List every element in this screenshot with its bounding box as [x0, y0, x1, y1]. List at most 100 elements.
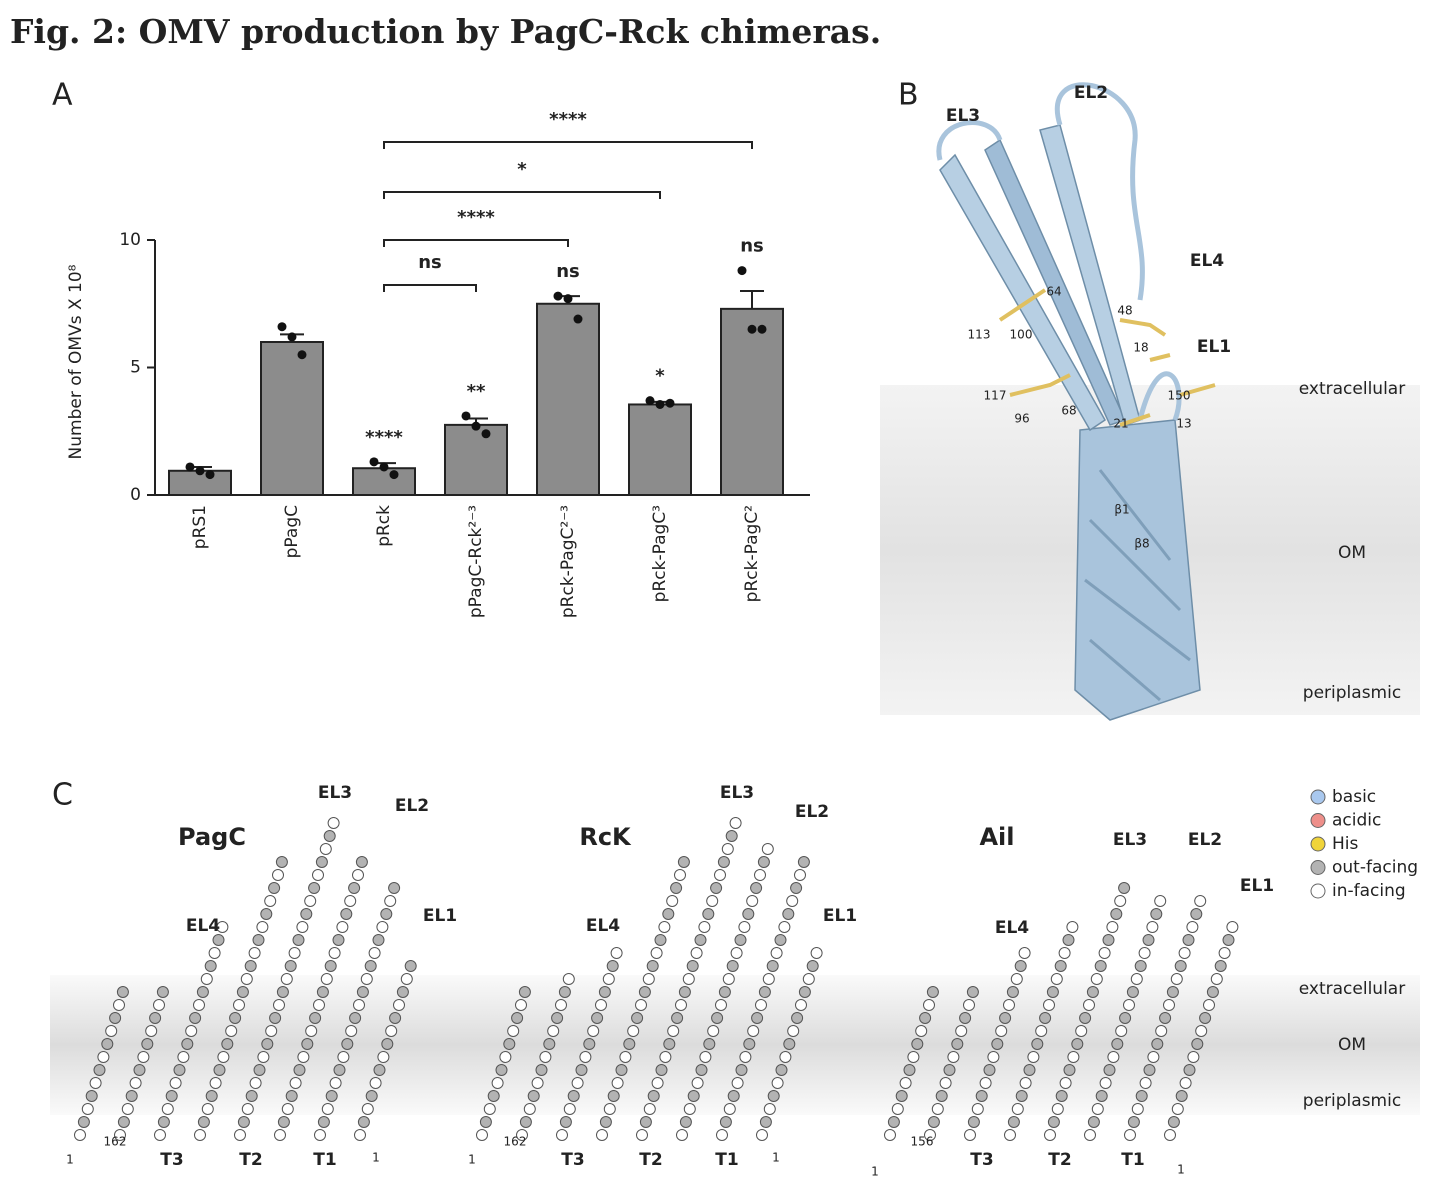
residue-circle: [329, 1077, 342, 1089]
residue-circle: [256, 921, 269, 933]
residue-circle: [587, 1025, 600, 1037]
residue-circle: [105, 1025, 118, 1037]
residue-circle: [393, 999, 405, 1011]
residue-circle: [1110, 908, 1123, 920]
residue-circle: [791, 1012, 804, 1024]
residue-circle: [702, 908, 715, 920]
residue-circle: [1214, 960, 1227, 972]
residue-circle: [327, 817, 340, 829]
residue-circle: [74, 1129, 86, 1141]
residue-circle: [715, 999, 727, 1011]
residue-circle: [682, 973, 695, 985]
residue-circle: [1098, 947, 1111, 959]
residue-circle: [726, 960, 739, 972]
residue-circle: [647, 1090, 660, 1102]
residue-circle: [315, 856, 328, 868]
residue-circle: [583, 1038, 596, 1050]
residue-circle: [891, 1103, 904, 1115]
data-point: [389, 470, 399, 480]
data-point: [563, 294, 573, 304]
comparison-bracket: [383, 239, 569, 247]
residue-circle: [325, 1090, 338, 1102]
residue-circle: [245, 1090, 258, 1102]
residue-circle: [400, 973, 413, 985]
residue-circle: [341, 1038, 354, 1050]
residue-circle: [253, 1064, 266, 1076]
terminus-label: T1: [715, 1150, 738, 1170]
residue-circle: [293, 1064, 306, 1076]
residue-circle: [1195, 1025, 1208, 1037]
residue-circle: [755, 999, 767, 1011]
residue-circle: [1146, 921, 1159, 933]
residue-circle: [369, 1077, 382, 1089]
residue-circle: [121, 1103, 134, 1115]
residue-circle: [523, 1103, 536, 1115]
residue-circle: [639, 1116, 652, 1128]
loop-label: EL2: [1074, 83, 1108, 103]
data-point: [379, 462, 389, 472]
residue-circle: [767, 1090, 780, 1102]
residue-circle: [642, 973, 655, 985]
residue-circle: [516, 1129, 528, 1141]
legend-swatch: [1310, 883, 1326, 899]
residue-circle: [1115, 1025, 1128, 1037]
residue-circle: [663, 1038, 676, 1050]
residue-circle: [735, 1064, 748, 1076]
residue-circle: [643, 1103, 656, 1115]
side-chains: [998, 288, 1216, 427]
residue-circle: [979, 1077, 992, 1089]
residue-circle: [1123, 999, 1135, 1011]
residue-circle: [756, 1129, 768, 1141]
residue-circle: [1175, 1090, 1188, 1102]
residue-circle: [297, 1051, 310, 1063]
bar: [536, 302, 600, 496]
legend-swatch: [1310, 860, 1326, 875]
residue-circle: [651, 1077, 664, 1089]
residue-circle: [738, 921, 751, 933]
residue-circle: [336, 921, 349, 933]
residue-circle: [1182, 934, 1195, 946]
residue-circle: [926, 986, 939, 998]
residue-circle: [1095, 1090, 1108, 1102]
y-tick-label: 5: [130, 358, 141, 378]
residue-circle: [567, 1090, 580, 1102]
residue-circle: [683, 1103, 696, 1115]
region-label: extracellular: [1299, 379, 1405, 399]
residue-circle: [966, 986, 979, 998]
residue-label: 117: [984, 389, 1007, 403]
residue-circle: [739, 1051, 752, 1063]
residue-circle: [1134, 960, 1147, 972]
residue-circle: [389, 1012, 402, 1024]
loop-label: EL2: [1188, 830, 1222, 850]
residue-circle: [1004, 1129, 1016, 1141]
residue-circle: [1091, 1103, 1104, 1115]
loop-label: EL3: [1113, 830, 1147, 850]
residue-circle: [766, 960, 779, 972]
residue-circle: [511, 1012, 524, 1024]
residue-circle: [539, 1051, 552, 1063]
residue-circle: [221, 1038, 234, 1050]
residue-circle: [1226, 921, 1239, 933]
residue-circle: [778, 921, 791, 933]
comparison-label: ns: [418, 252, 442, 273]
residue-circle: [499, 1051, 512, 1063]
residue-circle: [619, 1051, 632, 1063]
residue-circle: [1019, 1077, 1032, 1089]
comparison-label: ****: [457, 207, 495, 228]
residue-circle: [201, 1103, 214, 1115]
residue-circle: [97, 1051, 110, 1063]
residue-circle: [260, 908, 273, 920]
residue-circle: [1127, 1116, 1140, 1128]
residue-circle: [762, 973, 775, 985]
figure-title: Fig. 2: OMV production by PagC-Rck chime…: [10, 12, 881, 51]
residue-circle: [595, 999, 607, 1011]
residue-label: 96: [1014, 412, 1029, 426]
residue-circle: [208, 947, 221, 959]
residue-circle: [591, 1012, 604, 1024]
legend-label: out-facing: [1332, 858, 1418, 878]
residue-circle: [354, 1129, 366, 1141]
residue-circle: [686, 960, 699, 972]
residue-circle: [794, 869, 806, 881]
strand-label: β1: [1114, 503, 1129, 517]
residue-circle: [1118, 882, 1131, 894]
